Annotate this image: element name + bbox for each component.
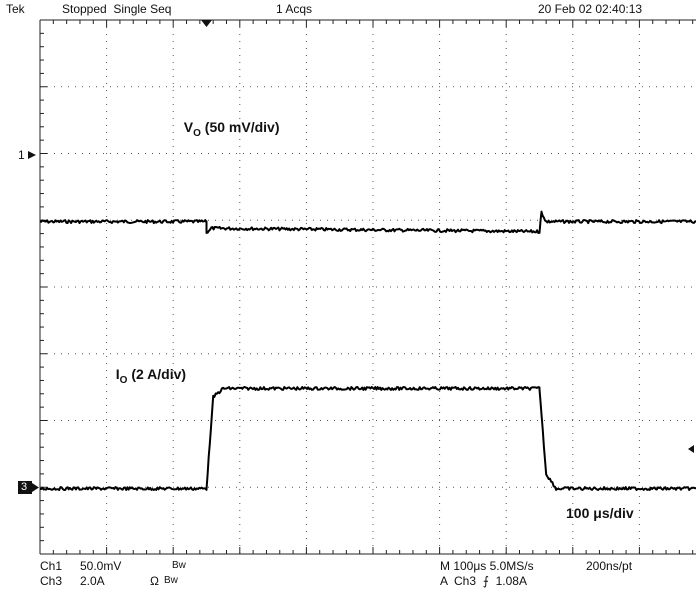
ch1-marker-label: 1	[18, 148, 25, 162]
trigger-position-marker	[201, 20, 212, 27]
ch3-name: Ch3	[40, 574, 63, 588]
io-label-sub: O	[119, 375, 128, 386]
date-time: 20 Feb 02 02:40:13	[538, 2, 643, 16]
vo-label-main: V	[183, 119, 194, 135]
io-label-scale: (2 A/div)	[131, 366, 187, 382]
trigger-level-marker	[688, 445, 694, 453]
waveforms	[39, 210, 696, 491]
trace-ch1	[39, 210, 696, 234]
ch3-ohm: Ω	[150, 574, 159, 588]
ch3-ground-arrow	[32, 483, 39, 492]
ch1-ground-arrow	[28, 151, 36, 159]
ch1-bw-limit: Bw	[172, 560, 186, 571]
horizontal-settings: M 100μs 5.0MS/s	[440, 559, 534, 573]
vo-label: VO (50 mV/div)	[176, 106, 280, 139]
ch1-scale: 50.0mV	[80, 559, 122, 573]
vo-label-sub: O	[193, 128, 201, 139]
graticule	[39, 19, 696, 555]
trace-ch3	[40, 386, 696, 491]
acquisition-count: 1 Acqs	[276, 2, 313, 16]
ch1-name: Ch1	[40, 559, 63, 573]
ch3-marker-label: 3	[21, 481, 28, 493]
record-resolution: 200ns/pt	[586, 559, 633, 573]
timebase-label: 100 μs/div	[566, 505, 634, 521]
trigger-settings: A Ch3 ⨍ 1.08A	[440, 574, 527, 588]
brand-label: Tek	[6, 2, 25, 16]
acquisition-status: Stopped Single Seq	[62, 2, 172, 16]
io-label: IO (2 A/div)	[108, 353, 187, 386]
ch3-bw-limit: Bw	[164, 575, 178, 586]
io-label-main: I	[115, 366, 120, 382]
ch3-scale: 2.0A	[80, 574, 105, 588]
ch3-marker-box	[18, 481, 32, 494]
vo-label-scale: (50 mV/div)	[204, 119, 280, 135]
